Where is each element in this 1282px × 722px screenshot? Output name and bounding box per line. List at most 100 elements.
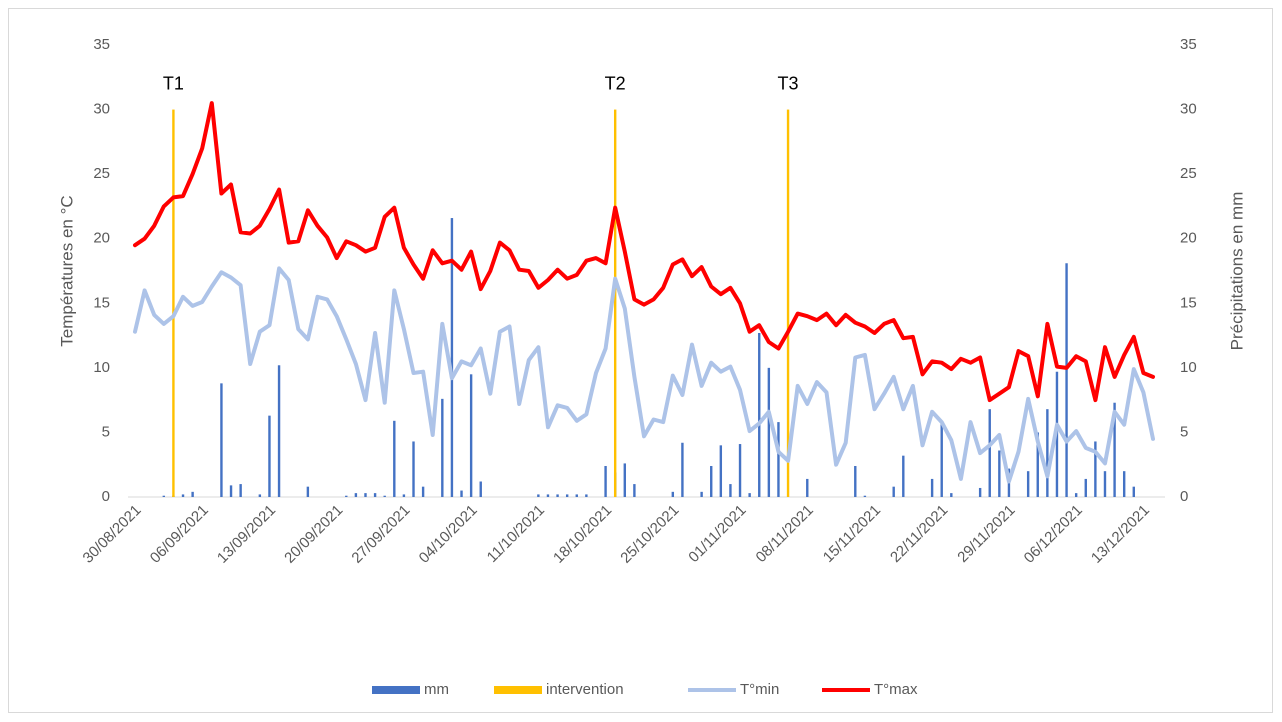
legend-label: T°max [874, 681, 918, 698]
annotation: T2 [605, 73, 626, 93]
bar [700, 491, 703, 497]
bar [681, 442, 684, 497]
bar [613, 109, 617, 498]
bar [450, 218, 454, 497]
chart-border [8, 8, 1273, 713]
bar [710, 466, 713, 497]
bar [930, 478, 934, 497]
bar [258, 494, 262, 497]
bar [758, 332, 761, 497]
bar [345, 495, 348, 497]
y-tick-label: 15 [93, 294, 110, 311]
y-tick-label: 30 [93, 101, 110, 118]
bar [383, 495, 386, 497]
y-tick-label: 5 [102, 423, 110, 440]
y2-tick-label: 20 [1180, 230, 1197, 247]
bar [229, 485, 233, 497]
bar [556, 494, 559, 497]
bar [1074, 493, 1078, 497]
bar [902, 455, 905, 497]
bar [172, 109, 175, 498]
bar [892, 486, 895, 497]
legend-swatch [494, 686, 542, 694]
bar [402, 494, 406, 497]
bar [738, 444, 742, 497]
bar [806, 478, 809, 497]
bar [393, 420, 396, 497]
legend-label: T°min [740, 681, 779, 698]
y2-tick-label: 0 [1180, 488, 1188, 505]
bar [181, 494, 185, 497]
bar [1036, 432, 1039, 497]
annotation: T3 [778, 73, 799, 93]
bar [623, 463, 626, 497]
y2-tick-label: 5 [1180, 423, 1188, 440]
bar [479, 481, 482, 497]
bar [412, 441, 415, 497]
legend-swatch [372, 686, 420, 694]
bar [306, 486, 310, 497]
bar [719, 445, 723, 497]
bar [1084, 478, 1087, 497]
bar [854, 466, 857, 497]
bar [988, 409, 991, 497]
bar [565, 494, 569, 497]
y2-axis-title: Précipitations en mm [1227, 192, 1246, 351]
bar [863, 495, 867, 497]
bar [767, 367, 771, 497]
bar [469, 374, 473, 497]
bar [277, 365, 281, 497]
bar [1113, 402, 1116, 497]
y2-tick-label: 35 [1180, 36, 1197, 53]
y-axis-title: Températures en °C [57, 195, 76, 346]
bar [604, 466, 607, 497]
bar [585, 494, 588, 497]
bar [777, 422, 780, 497]
bar [162, 495, 166, 497]
y2-tick-label: 25 [1180, 165, 1197, 182]
bar [239, 484, 242, 497]
bar [633, 484, 636, 497]
bar [354, 493, 358, 497]
bar [1046, 409, 1049, 497]
bar [978, 487, 982, 497]
bar [191, 491, 194, 497]
y2-tick-label: 30 [1180, 101, 1197, 118]
bar [1065, 263, 1068, 497]
y-tick-label: 35 [93, 36, 110, 53]
bar [786, 109, 790, 498]
bar [671, 491, 675, 497]
bar [1026, 471, 1030, 497]
bar [441, 398, 444, 497]
bar [268, 415, 271, 497]
legend-label: intervention [546, 681, 624, 698]
annotation: T1 [163, 73, 184, 93]
bar [421, 486, 425, 497]
bar [748, 493, 751, 497]
y-tick-label: 10 [93, 359, 110, 376]
y-tick-label: 0 [102, 488, 110, 505]
y-tick-label: 20 [93, 230, 110, 247]
bar [729, 484, 732, 497]
legend-label: mm [424, 681, 449, 698]
bar [537, 494, 540, 497]
y2-tick-label: 15 [1180, 294, 1197, 311]
y-tick-label: 25 [93, 165, 110, 182]
bar [940, 422, 943, 497]
bar [364, 493, 367, 497]
line [133, 266, 1155, 484]
bar [373, 493, 377, 497]
line [133, 101, 1155, 403]
bar [1094, 441, 1097, 497]
bar [1103, 471, 1107, 497]
bar [950, 493, 953, 497]
bar [460, 490, 463, 497]
bar [998, 450, 1001, 497]
bar [575, 494, 578, 497]
y2-tick-label: 10 [1180, 359, 1197, 376]
bar [1132, 486, 1135, 497]
bar [220, 383, 223, 497]
bar [546, 494, 550, 497]
bar [1122, 471, 1126, 497]
